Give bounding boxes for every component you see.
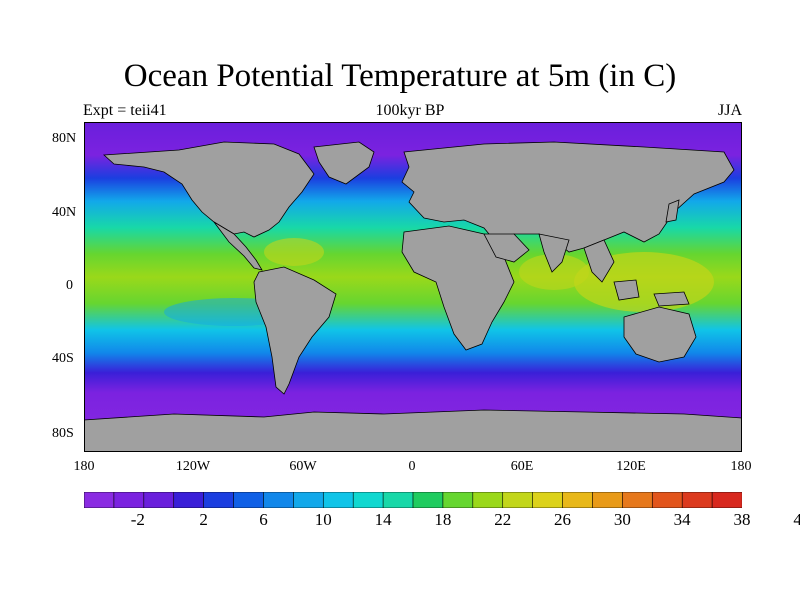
colorbar — [84, 492, 742, 508]
temperature-map — [84, 122, 742, 452]
colorbar-cell — [532, 492, 564, 508]
colorbar-label: -2 — [130, 510, 145, 529]
lon-label-120e: 120E — [616, 459, 646, 474]
colorbar-cell — [562, 492, 593, 508]
colorbar-label: 26 — [554, 510, 572, 529]
lon-label-0: 0 — [408, 459, 416, 474]
colorbar-cell — [681, 492, 713, 508]
land-southeast-asia — [583, 239, 615, 283]
land-south-america — [253, 266, 337, 395]
colorbar-cell — [143, 492, 175, 508]
warm-pool-caribbean — [264, 238, 324, 266]
experiment-label: Expt = teii41 — [83, 102, 167, 119]
colorbar-cell — [173, 492, 205, 508]
colorbar-cell — [203, 492, 235, 508]
lat-label-80s: 80S — [52, 426, 74, 441]
colorbar-label: 6 — [259, 510, 268, 529]
time-label: 100kyr BP — [375, 102, 445, 119]
land-north-america — [103, 141, 315, 238]
map-title: Ocean Potential Temperature at 5m (in C) — [123, 58, 677, 94]
colorbar-label: 22 — [494, 510, 512, 529]
season-label: JJA — [717, 102, 742, 119]
lon-label-180e: 180 — [730, 459, 752, 474]
colorbar-label: 38 — [733, 510, 751, 529]
colorbar-cell — [412, 492, 444, 508]
land-arabia — [483, 233, 530, 263]
colorbar-label: 42 — [793, 510, 800, 529]
land-antarctica — [84, 409, 742, 452]
colorbar-cell — [113, 492, 145, 508]
land-new-guinea — [653, 291, 690, 307]
lon-label-120w: 120W — [175, 459, 211, 474]
colorbar-cell — [502, 492, 534, 508]
colorbar-cell — [352, 492, 384, 508]
colorbar-label: 10 — [314, 510, 332, 529]
colorbar-cell — [233, 492, 264, 508]
colorbar-label: 18 — [434, 510, 452, 529]
lon-label-60w: 60W — [289, 459, 317, 474]
colorbar-cell — [592, 492, 623, 508]
colorbar-cell — [322, 492, 354, 508]
colorbar-cell — [263, 492, 294, 508]
warm-pool-indian — [519, 254, 589, 290]
land-central-america — [213, 221, 263, 271]
lon-label-180w: 180 — [73, 459, 95, 474]
colorbar-label: 34 — [673, 510, 691, 529]
colorbar-cell — [442, 492, 474, 508]
colorbar-cell — [651, 492, 683, 508]
colorbar-cell — [472, 492, 504, 508]
land-borneo — [613, 279, 640, 301]
land-india — [538, 233, 570, 273]
colorbar-cell — [382, 492, 414, 508]
colorbar-label: 14 — [374, 510, 392, 529]
colorbar-cell — [293, 492, 324, 508]
map-frame — [84, 122, 742, 452]
colorbar-label: 30 — [613, 510, 631, 529]
colorbar-label: 2 — [199, 510, 208, 529]
colorbar-cell — [622, 492, 653, 508]
land-japan — [665, 199, 680, 223]
colorbar-cell — [711, 492, 742, 508]
land-eurasia — [401, 141, 735, 253]
land-greenland — [313, 141, 375, 185]
lat-label-40s: 40S — [52, 351, 74, 366]
lon-label-60e: 60E — [510, 459, 534, 474]
land-australia — [623, 306, 697, 363]
lat-label-80n: 80N — [52, 131, 77, 146]
lat-label-0: 0 — [66, 278, 73, 293]
lat-label-40n: 40N — [52, 205, 77, 220]
colorbar-cell — [84, 492, 115, 508]
